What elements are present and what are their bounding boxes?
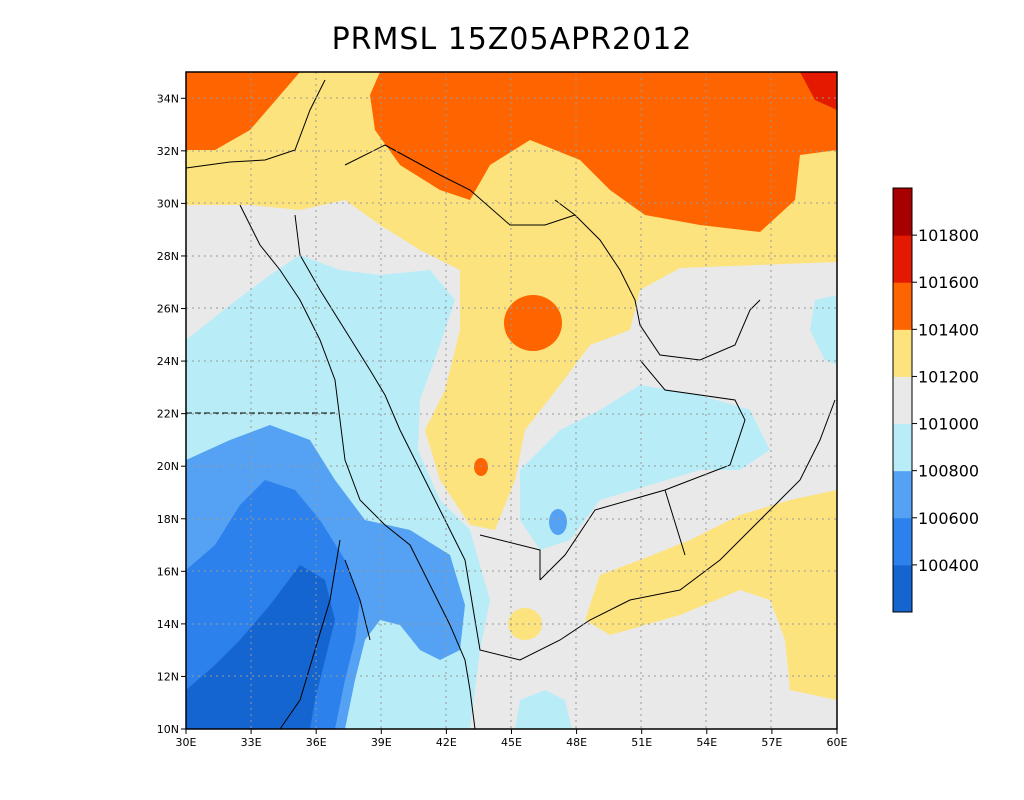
colorbar-label: 101600 (918, 273, 979, 292)
fill-100800-101000-b (520, 385, 770, 550)
colorbar-label: 101400 (918, 320, 979, 339)
x-tick-label: 39E (371, 736, 392, 749)
x-tick-label: 33E (241, 736, 262, 749)
colorbar-frame (892, 187, 913, 613)
x-tick-label: 45E (501, 736, 522, 749)
y-tick-label: 28N (157, 250, 179, 263)
border-yemen (479, 489, 686, 580)
x-tick-label: 51E (631, 736, 652, 749)
fill-101400-101600-b (370, 72, 837, 232)
x-tick-label: 48E (566, 736, 587, 749)
y-tick-label: 26N (157, 303, 179, 316)
colorbar: 100400 100600 100800 101000 101200 101400 1016… (892, 187, 979, 613)
fill-100800-101000-d (810, 295, 837, 365)
y-tick-label: 30N (157, 197, 179, 210)
y-tick-label: 12N (157, 670, 179, 683)
border-saudi (344, 144, 746, 581)
fill-101200-101400-south (585, 490, 837, 700)
colorbar-swatch (893, 376, 912, 425)
colorbar-swatch (893, 423, 912, 472)
y-tick-label: 14N (157, 618, 179, 631)
x-tick-label: 42E (436, 736, 457, 749)
fill-100600-100800-small (549, 509, 567, 535)
colorbar-swatch (893, 329, 912, 377)
y-tick-label: 32N (157, 145, 179, 158)
coastline-mediterranean (186, 79, 326, 169)
y-tick-label: 10N (157, 723, 179, 736)
coastline-red-sea-east (294, 214, 836, 661)
colorbar-label: 100400 (918, 556, 979, 575)
y-tick-label: 16N (157, 565, 179, 578)
fill-101400-101600 (186, 72, 300, 150)
colorbar-label: 101800 (918, 226, 979, 245)
border-africa (279, 539, 371, 729)
y-tick-label: 20N (157, 460, 179, 473)
x-tick-label: 36E (306, 736, 327, 749)
map-title: PRMSL 15Z05APR2012 (331, 22, 693, 57)
colorbar-swatch (893, 282, 912, 330)
y-tick-label: 34N (157, 92, 179, 105)
y-axis: 10N 12N 14N 16N 18N 20N 22N 24N 26N 28N 30N 32N 34N (157, 92, 186, 736)
coastline-red-sea-west (239, 204, 476, 729)
colorbar-swatch (893, 235, 912, 283)
colorbar-label: 100600 (918, 509, 979, 528)
fill-below-100400 (186, 565, 335, 729)
colorbar-swatch (893, 188, 912, 236)
gridlines (186, 72, 837, 729)
fill-101600-101800 (800, 72, 837, 110)
y-tick-label: 18N (157, 513, 179, 526)
colorbar-swatch (893, 564, 912, 613)
colorbar-label: 101000 (918, 415, 979, 434)
x-tick-label: 57E (761, 736, 782, 749)
high-pressure-cell-20N (474, 458, 488, 476)
coastline-gulf (554, 199, 761, 361)
coastlines (186, 79, 836, 729)
colorbar-swatch (893, 470, 912, 519)
fill-100800-101000-c (515, 690, 572, 729)
fill-101200-101400-small (508, 608, 542, 640)
x-tick-label: 30E (176, 736, 197, 749)
x-tick-label: 54E (696, 736, 717, 749)
x-axis: 30E 33E 36E 39E 42E 45E 48E 51E 54E 57E 60E (176, 729, 848, 749)
colorbar-swatch (893, 517, 912, 566)
y-tick-label: 24N (157, 355, 179, 368)
colorbar-label: 100800 (918, 462, 979, 481)
high-pressure-cell-26N (504, 295, 562, 351)
y-tick-label: 22N (157, 408, 179, 421)
x-tick-label: 60E (827, 736, 848, 749)
colorbar-label: 101200 (918, 367, 979, 386)
